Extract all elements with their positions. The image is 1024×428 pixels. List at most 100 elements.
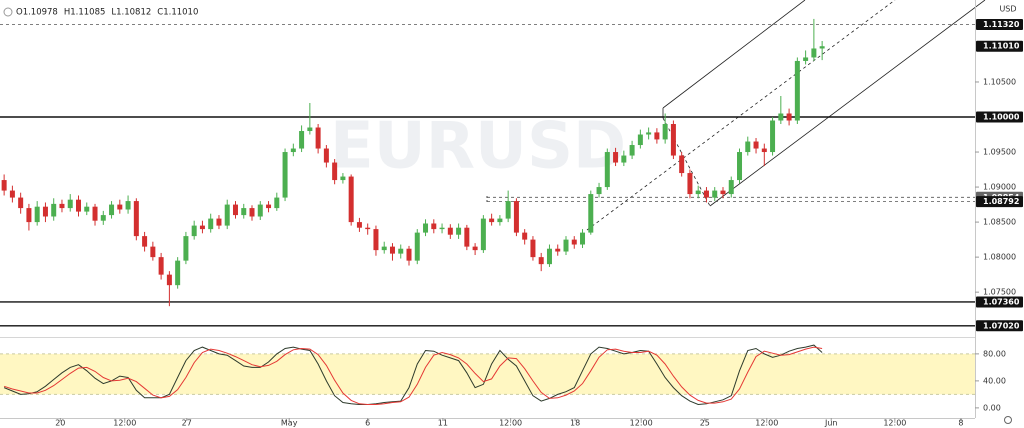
- channel-edge: [662, 117, 711, 207]
- candle-body: [728, 180, 734, 195]
- candle-body: [84, 206, 90, 212]
- candle-body: [9, 190, 15, 198]
- candle-body: [530, 239, 536, 258]
- candle-body: [232, 204, 238, 216]
- candle-body: [662, 124, 668, 140]
- ohlc-value: C1.11010: [157, 8, 198, 18]
- candle-body: [208, 218, 214, 230]
- candle-body: [546, 248, 552, 265]
- y-tick-label: 1.09000: [983, 183, 1016, 192]
- x-tick-label: 27: [182, 419, 192, 428]
- candle-body: [555, 248, 561, 252]
- y-tick-label: 1.10500: [983, 77, 1016, 86]
- candle-body: [431, 223, 437, 230]
- candle-body: [761, 148, 767, 153]
- candle-body: [158, 257, 164, 275]
- candle-body: [59, 203, 65, 209]
- level-label-box: [976, 19, 1023, 31]
- candle-body: [646, 132, 652, 135]
- candle-body: [737, 152, 743, 181]
- candle-body: [175, 260, 181, 286]
- candle-body: [356, 222, 362, 228]
- candle-body: [249, 208, 255, 217]
- x-tick-label: 12:00: [883, 419, 906, 428]
- candle-body: [803, 57, 809, 61]
- stoch-y-tick-label: 0.00: [983, 403, 1001, 412]
- candle-body: [216, 218, 222, 226]
- candle-body: [414, 232, 420, 261]
- level-label: 1.07360: [983, 297, 1020, 306]
- candle-body: [282, 152, 288, 198]
- level-label: 1.07020: [983, 321, 1020, 330]
- candle-body: [299, 131, 305, 149]
- candle-body: [133, 201, 139, 237]
- candle-body: [480, 218, 486, 251]
- x-tick-label: 6: [365, 419, 370, 428]
- currency-label: USD: [999, 5, 1016, 14]
- candle-body: [274, 197, 280, 209]
- candle-body: [290, 148, 296, 153]
- candle-body: [604, 152, 610, 188]
- candle-body: [670, 124, 676, 156]
- x-tick-label: 20: [55, 419, 65, 428]
- candle-body: [770, 120, 776, 153]
- x-tick-label: May: [281, 419, 298, 428]
- level-label: 1.11320: [983, 20, 1020, 29]
- candle-body: [456, 227, 462, 235]
- candle-body: [563, 239, 569, 252]
- candle-body: [505, 201, 511, 219]
- candle-body: [811, 48, 817, 58]
- candle-body: [712, 190, 718, 198]
- stoch-line: [3, 346, 823, 405]
- symbol-icon: [3, 7, 13, 17]
- x-tick-label: 8: [958, 419, 963, 428]
- x-tick-label: 11: [438, 419, 448, 428]
- candle-body: [257, 204, 263, 217]
- y-tick-label: 1.09500: [983, 148, 1016, 157]
- candle-body: [142, 236, 148, 247]
- candle-body: [183, 236, 189, 261]
- candle-body: [522, 232, 528, 240]
- candle-body: [307, 127, 313, 132]
- channel-mid: [586, 0, 896, 231]
- candle-body: [447, 227, 453, 235]
- level-label: 1.08792: [983, 197, 1019, 206]
- candle-body: [588, 194, 594, 233]
- candle-body: [464, 227, 470, 247]
- candle-body: [753, 141, 759, 149]
- candle-body: [323, 148, 329, 163]
- candle-body: [794, 60, 800, 121]
- x-tick-label: 12:00: [755, 419, 778, 428]
- candle-body: [266, 204, 272, 209]
- candle-body: [786, 113, 792, 121]
- x-tick-label: 12:00: [113, 419, 136, 428]
- candle-body: [389, 246, 395, 254]
- x-tick-label: Jun: [824, 419, 838, 428]
- level-label-box: [976, 196, 1023, 208]
- candle-body: [398, 248, 404, 254]
- candle-body: [241, 208, 247, 216]
- y-tick-label: 1.08500: [983, 218, 1016, 227]
- candle-body: [166, 274, 172, 286]
- candle-body: [703, 190, 709, 198]
- x-tick-label: 12:00: [630, 419, 653, 428]
- candle-body: [100, 215, 106, 221]
- candle-body: [51, 203, 57, 217]
- candle-body: [571, 239, 577, 245]
- stoch-y-tick-label: 40.00: [983, 376, 1006, 385]
- candle-body: [117, 204, 123, 210]
- channel-drawings: [486, 0, 986, 231]
- candle-body: [332, 162, 338, 181]
- candle-body: [373, 229, 379, 251]
- candle-body: [150, 246, 156, 258]
- candle-body: [472, 246, 478, 251]
- candle-body: [596, 187, 602, 195]
- settings-icon[interactable]: [1004, 416, 1012, 424]
- candle-body: [42, 206, 48, 217]
- level-label: 1.10000: [983, 113, 1020, 122]
- candle-body: [365, 227, 371, 230]
- candle-body: [34, 206, 40, 223]
- candle-body: [92, 206, 98, 221]
- candle-body: [580, 232, 586, 245]
